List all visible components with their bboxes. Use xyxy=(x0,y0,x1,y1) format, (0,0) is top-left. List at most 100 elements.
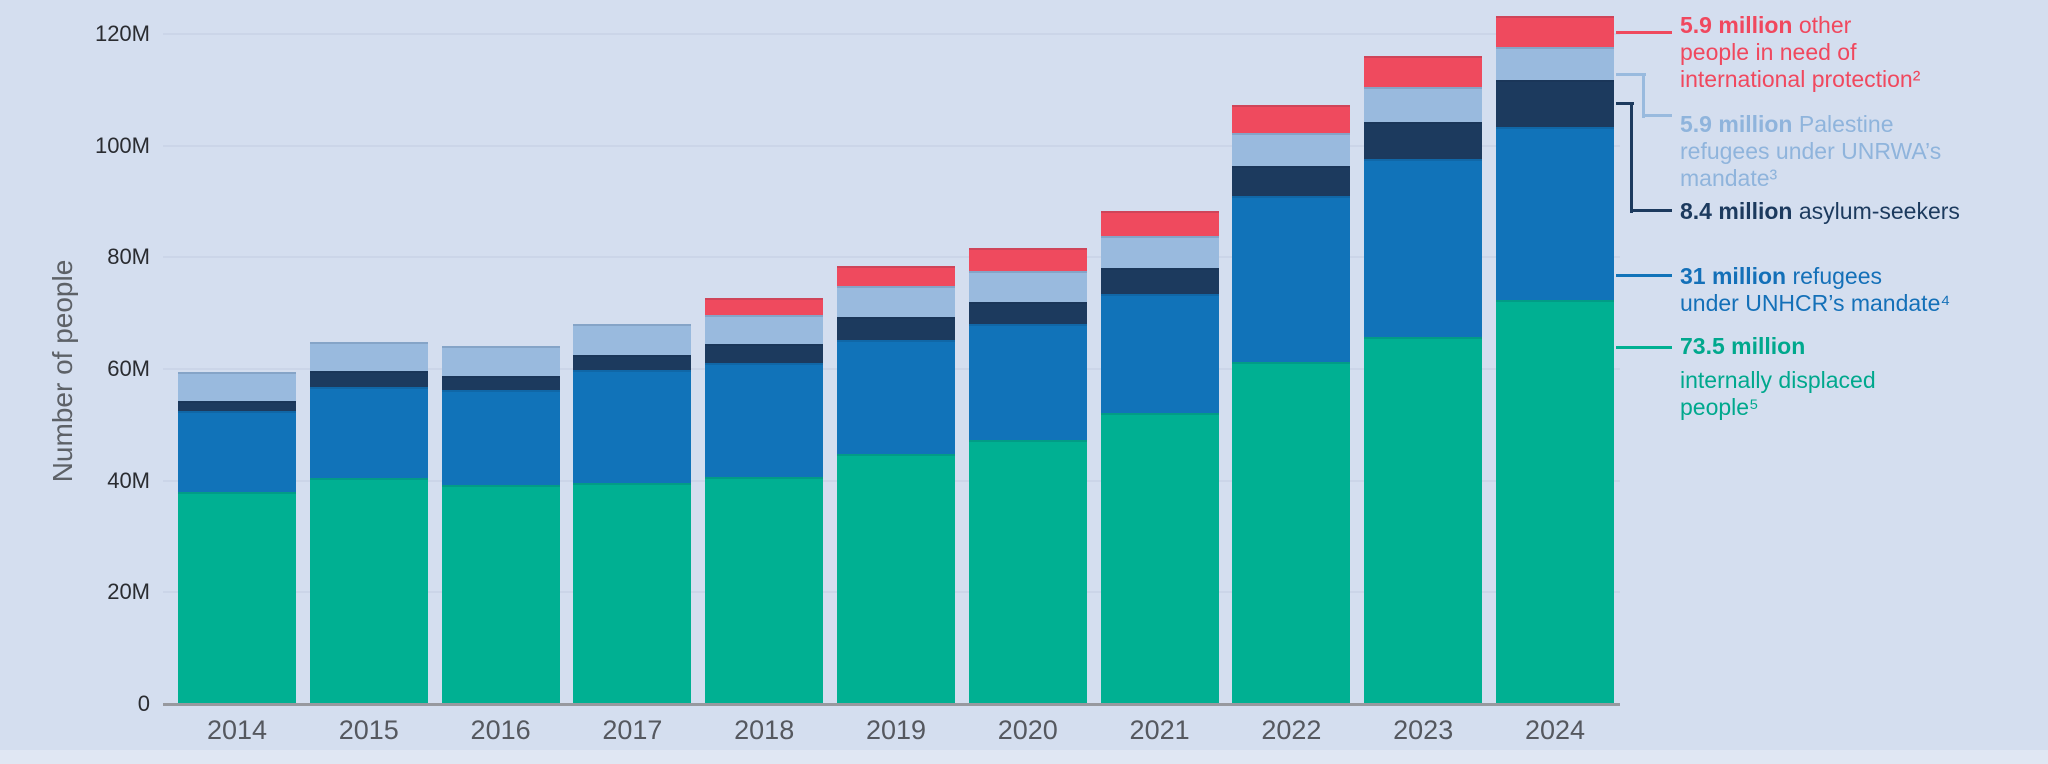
bar-2024-segment xyxy=(1496,299,1614,704)
bar-2019-segment xyxy=(837,453,955,704)
bar-2024-segment xyxy=(1496,16,1614,47)
bar-2015-segment xyxy=(309,341,428,371)
bar-2021-segment xyxy=(1100,210,1219,237)
gridline-100M xyxy=(163,144,1620,147)
legend-leader-unrwa xyxy=(1642,74,1645,118)
legend-line: mandate³ xyxy=(1680,165,1778,191)
bar-2019-segment xyxy=(837,285,955,318)
x-tick-label-2016: 2016 xyxy=(470,715,531,745)
bar-2021-segment xyxy=(1100,267,1219,295)
legend-leader-refugees xyxy=(1616,274,1672,277)
bar-2021-segment xyxy=(1100,413,1219,704)
bar-2019-segment xyxy=(837,265,955,286)
x-tick-label-2024: 2024 xyxy=(1524,715,1586,745)
x-tick-label-2019: 2019 xyxy=(865,715,927,745)
x-tick-label-2022: 2022 xyxy=(1261,715,1322,745)
bar-2014-segment xyxy=(178,491,296,704)
bar-2023-segment xyxy=(1364,159,1483,338)
bar-2024-segment xyxy=(1496,126,1614,300)
legend-line: people⁵ xyxy=(1680,394,1759,420)
bar-2020-segment xyxy=(968,323,1087,440)
legend-line: refugees under UNRWA’s xyxy=(1680,138,1942,164)
bar-2016-segment xyxy=(441,376,560,391)
bar-2016-segment xyxy=(441,345,560,377)
bottom-highlight-strip xyxy=(0,750,2048,764)
legend-annotation-oip: 5.9 million other people in need of intern… xyxy=(1680,12,2040,93)
legend-annotation-idp: 73.5 million internally displaced people⁵ xyxy=(1680,333,2040,421)
legend-leader-asylum xyxy=(1630,103,1633,213)
bar-2015-segment xyxy=(309,477,428,704)
bar-2021-segment xyxy=(1100,236,1219,268)
bar-2024-segment xyxy=(1496,46,1614,80)
bar-2018-segment xyxy=(705,476,824,704)
legend-line: people in need of xyxy=(1680,39,1857,65)
legend-annotation-refugees: 31 million refugees under UNHCR’s mandate… xyxy=(1680,263,2040,317)
bar-2023-segment xyxy=(1364,337,1483,704)
bar-2022-segment xyxy=(1232,166,1351,197)
bar-2020-segment xyxy=(968,247,1087,271)
y-tick-label: 80M xyxy=(107,244,150,270)
legend-line: 5.9 million other xyxy=(1680,12,1852,38)
bar-2023-segment xyxy=(1364,87,1483,123)
y-tick-label: 60M xyxy=(107,356,150,381)
y-tick-label: 0 xyxy=(137,691,150,716)
bar-2015-segment xyxy=(309,370,428,387)
bar-2016-segment xyxy=(441,390,560,486)
bar-2022-segment xyxy=(1232,361,1351,704)
legend-leader-oip xyxy=(1616,31,1672,34)
bar-2022-segment xyxy=(1232,105,1351,134)
bar-2024-segment xyxy=(1496,79,1614,127)
x-tick-label-2021: 2021 xyxy=(1129,715,1190,745)
legend-leader-unrwa xyxy=(1643,114,1672,117)
legend-line: 5.9 million Palestine xyxy=(1680,111,1894,137)
bar-2018-segment xyxy=(705,314,824,344)
x-tick-label-2023: 2023 xyxy=(1393,715,1454,745)
legend-annotation-unrwa: 5.9 million Palestine refugees under UNRW… xyxy=(1680,111,2040,192)
bar-2015-segment xyxy=(309,386,428,478)
bar-2017-segment xyxy=(573,355,692,371)
bar-2022-segment xyxy=(1232,133,1351,167)
x-tick-label-2014: 2014 xyxy=(206,715,268,745)
legend-line: 8.4 million asylum-seekers xyxy=(1680,198,1960,224)
bar-2016-segment xyxy=(441,485,560,704)
bar-2017-segment xyxy=(573,482,692,704)
y-tick-label: 40M xyxy=(107,467,150,493)
bar-2023-segment xyxy=(1364,55,1483,88)
bar-2018-segment xyxy=(705,362,824,477)
bar-2023-segment xyxy=(1364,122,1483,160)
legend-leader-unrwa xyxy=(1616,73,1646,76)
legend-line: 73.5 million xyxy=(1680,333,1806,359)
bar-2020-segment xyxy=(968,302,1087,324)
bar-2022-segment xyxy=(1232,196,1351,362)
x-tick-label-2015: 2015 xyxy=(338,715,399,745)
x-tick-label-2017: 2017 xyxy=(602,715,663,745)
bar-2014-segment xyxy=(178,371,296,401)
legend-line: international protection² xyxy=(1680,66,1921,92)
bar-2014-segment xyxy=(178,410,296,492)
bar-2019-segment xyxy=(837,339,955,454)
legend-leader-asylum xyxy=(1631,209,1672,212)
legend-line: internally displaced xyxy=(1680,367,1876,393)
y-tick-label: 120M xyxy=(94,21,150,46)
bar-2017-segment xyxy=(573,370,692,483)
bar-2017-segment xyxy=(573,323,692,356)
y-tick-label: 20M xyxy=(107,579,150,605)
legend-annotation-asylum: 8.4 million asylum-seekers xyxy=(1680,198,2040,225)
bar-2020-segment xyxy=(968,270,1087,302)
gridline-80M xyxy=(163,256,1620,259)
legend-leader-idp xyxy=(1616,346,1672,349)
bar-2019-segment xyxy=(837,317,955,340)
legend-line: under UNHCR’s mandate⁴ xyxy=(1680,290,1951,316)
x-tick-label-2020: 2020 xyxy=(997,715,1058,745)
x-tick-label-2018: 2018 xyxy=(734,715,795,745)
bar-2014-segment xyxy=(178,400,296,411)
bar-2018-segment xyxy=(705,298,824,315)
x-axis-line xyxy=(163,703,1620,706)
bar-2021-segment xyxy=(1100,294,1219,414)
legend-leader-asylum xyxy=(1616,102,1634,105)
bar-2018-segment xyxy=(705,343,824,363)
legend-line: 31 million refugees xyxy=(1680,263,1882,289)
bar-2020-segment xyxy=(968,439,1087,704)
gridline-120M xyxy=(163,33,1620,35)
